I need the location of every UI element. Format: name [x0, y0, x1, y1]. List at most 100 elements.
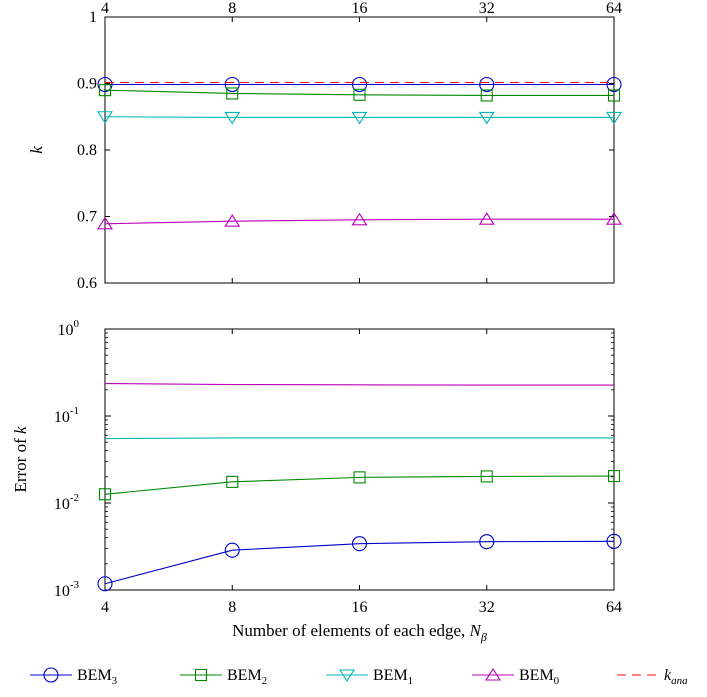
bottom-x-tick-label: 16 — [352, 599, 368, 616]
top-data-point — [605, 212, 623, 225]
legend-label: BEM1 — [373, 667, 413, 687]
tick-exponent: -2 — [70, 492, 79, 504]
top-data-point — [351, 111, 368, 125]
top-data-point — [98, 84, 112, 97]
bottom-y-tick-label: 10-1 — [54, 405, 79, 426]
top-axis-tick-label: 4 — [101, 0, 109, 17]
bottom-data-point — [353, 471, 366, 484]
legend-marker — [338, 669, 356, 683]
top-data-point — [478, 212, 495, 225]
bottom-data-point — [224, 542, 240, 558]
legend-entry-bem1: BEM1 — [326, 667, 413, 687]
top-series-bem0 — [96, 212, 623, 230]
tick-base: 10 — [54, 583, 70, 600]
legend-label: BEM2 — [227, 667, 267, 687]
top-data-point — [224, 76, 240, 93]
bottom-data-point — [226, 475, 239, 488]
legend-name: k — [664, 667, 672, 684]
legend-marker — [484, 667, 502, 681]
top-data-point — [224, 214, 241, 227]
bottom-series-line — [104, 437, 614, 440]
legend-name: BEM — [373, 667, 408, 684]
top-axis-tick-label: 16 — [352, 0, 368, 17]
bottom-plot-frame — [104, 328, 615, 591]
tick-exponent: 0 — [74, 318, 80, 330]
legend-marker — [43, 667, 59, 683]
top-axis-tick-label: 32 — [479, 0, 495, 17]
top-data-point — [478, 111, 495, 125]
top-data-point — [351, 76, 368, 93]
legend-entry-bem3: BEM3 — [30, 667, 118, 687]
bottom-y-tick-label: 10-2 — [54, 492, 79, 513]
top-y-axis-label: k — [27, 146, 46, 154]
top-series-line — [104, 116, 614, 118]
bottom-series-line — [104, 540, 615, 585]
legend-entry-bem0: BEM0 — [472, 667, 560, 687]
top-data-point — [224, 111, 241, 125]
tick-base: 10 — [54, 409, 70, 426]
x-label-variable: N — [469, 621, 483, 640]
top-data-point — [479, 76, 495, 93]
bottom-data-point — [351, 536, 368, 552]
legend-subscript: ana — [671, 675, 688, 687]
bottom-series-line — [104, 475, 615, 495]
tick-exponent: -3 — [70, 579, 80, 591]
legend-name: BEM — [77, 667, 112, 684]
top-y-tick-label: 0.9 — [77, 76, 97, 93]
bottom-data-point — [606, 533, 622, 549]
bottom-data-point — [98, 488, 112, 501]
x-axis-label: Number of elements of each edge, Nβ — [232, 621, 487, 644]
top-plot-frame — [104, 16, 615, 284]
top-data-point — [96, 111, 114, 124]
top-data-point — [607, 89, 621, 102]
top-data-point — [606, 76, 622, 93]
bottom-data-point — [97, 576, 113, 592]
y-label-variable: k — [11, 426, 30, 434]
bottom-y-tick-label: 100 — [58, 318, 80, 339]
bottom-data-point — [607, 470, 621, 483]
top-data-point — [96, 216, 114, 230]
x-label-subscript: β — [480, 630, 487, 644]
bottom-x-tick-label: 8 — [228, 599, 236, 616]
legend-subscript: 3 — [112, 675, 118, 687]
top-y-tick-label: 0.8 — [77, 142, 97, 159]
bottom-series-bem0 — [104, 383, 614, 386]
tick-base: 10 — [58, 322, 74, 339]
legend-marker — [194, 668, 208, 682]
legend-label: BEM0 — [519, 667, 560, 687]
y-label-text: Error of — [11, 434, 30, 493]
top-series-line — [104, 218, 614, 225]
legend: BEM3 BEM2 BEM1 BEM0 kana — [30, 667, 688, 687]
x-label-text: Number of elements of each edge, — [232, 621, 469, 640]
bottom-x-tick-label: 32 — [479, 599, 495, 616]
legend-entry-bem2: BEM2 — [180, 667, 267, 687]
top-axis-tick-label: 8 — [228, 0, 236, 17]
legend-subscript: 1 — [408, 675, 414, 687]
top-y-tick-label: 1 — [89, 9, 97, 26]
top-series-line — [104, 89, 614, 97]
top-y-tick-label: 0.6 — [77, 275, 97, 292]
bottom-series-bem1 — [104, 437, 614, 440]
bottom-data-point — [480, 470, 493, 483]
bottom-y-tick-label: 10-3 — [54, 579, 80, 600]
tick-exponent: -1 — [70, 405, 79, 417]
legend-entry-kana: kana — [617, 667, 688, 687]
top-data-point — [480, 89, 493, 102]
legend-subscript: 0 — [554, 675, 560, 687]
legend-name: BEM — [227, 667, 262, 684]
bottom-series-bem3 — [97, 533, 622, 592]
bottom-series-bem2 — [98, 470, 621, 501]
top-data-point — [605, 111, 623, 125]
legend-label: BEM3 — [77, 667, 118, 687]
top-data-point — [353, 88, 366, 101]
bottom-data-point — [479, 534, 495, 550]
top-data-point — [226, 87, 239, 100]
bottom-series-line — [104, 383, 614, 386]
top-data-point — [97, 76, 113, 93]
top-series-bem1 — [96, 111, 623, 125]
legend-label: kana — [664, 667, 688, 687]
bottom-y-axis-label: Error of k — [11, 426, 30, 493]
top-axis-tick-label: 64 — [606, 0, 622, 17]
